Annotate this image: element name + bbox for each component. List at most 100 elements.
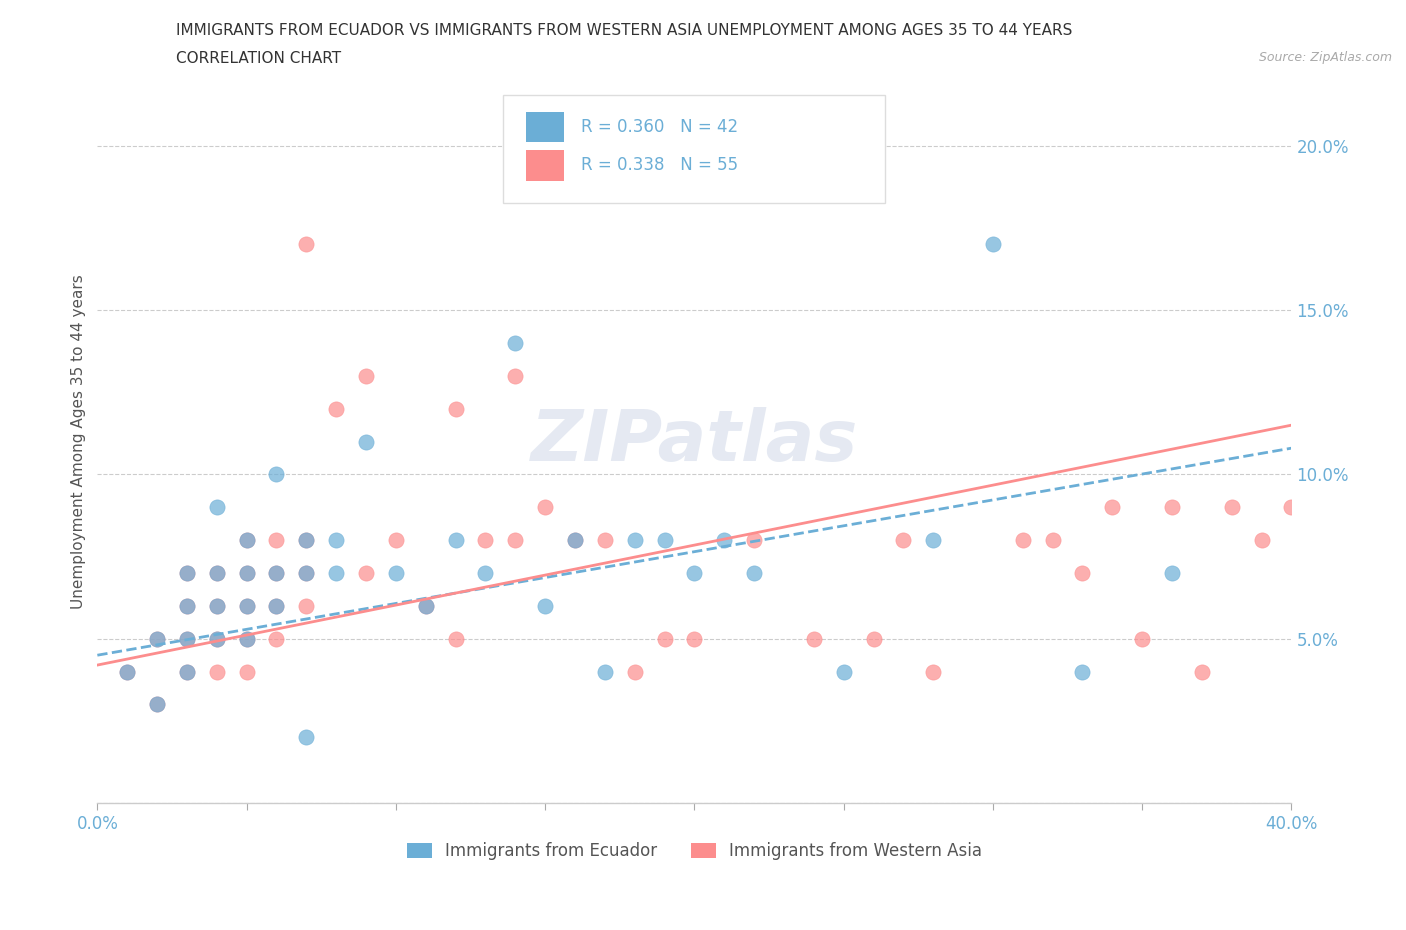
Point <box>295 565 318 580</box>
Point <box>295 533 318 548</box>
Point <box>266 565 288 580</box>
Point <box>235 533 257 548</box>
Point <box>295 565 318 580</box>
FancyBboxPatch shape <box>526 151 564 180</box>
Point <box>115 664 138 679</box>
Point <box>176 599 198 614</box>
Y-axis label: Unemployment Among Ages 35 to 44 years: Unemployment Among Ages 35 to 44 years <box>72 274 86 609</box>
Point <box>146 631 169 646</box>
Point <box>742 565 765 580</box>
Point <box>1071 565 1094 580</box>
Point <box>146 631 169 646</box>
Point <box>534 500 557 515</box>
Point <box>1220 500 1243 515</box>
Point <box>115 664 138 679</box>
Point <box>474 565 496 580</box>
Point <box>893 533 915 548</box>
Text: R = 0.360   N = 42: R = 0.360 N = 42 <box>581 118 738 136</box>
Point <box>176 664 198 679</box>
Point <box>235 565 257 580</box>
Point <box>385 565 408 580</box>
Text: IMMIGRANTS FROM ECUADOR VS IMMIGRANTS FROM WESTERN ASIA UNEMPLOYMENT AMONG AGES : IMMIGRANTS FROM ECUADOR VS IMMIGRANTS FR… <box>176 23 1073 38</box>
Point <box>1281 500 1303 515</box>
Point <box>205 599 228 614</box>
Point <box>266 631 288 646</box>
Point <box>415 599 437 614</box>
Point <box>623 533 645 548</box>
Point <box>205 500 228 515</box>
Point <box>235 599 257 614</box>
Point <box>295 730 318 745</box>
Point <box>474 533 496 548</box>
Point <box>205 664 228 679</box>
Point <box>1161 565 1184 580</box>
Point <box>325 401 347 416</box>
Point <box>295 237 318 252</box>
Point <box>266 533 288 548</box>
Point <box>354 368 377 383</box>
Point <box>295 599 318 614</box>
Point <box>1042 533 1064 548</box>
Point <box>266 599 288 614</box>
Point <box>654 631 676 646</box>
Point <box>444 401 467 416</box>
Point <box>1130 631 1153 646</box>
Point <box>295 533 318 548</box>
Point <box>1011 533 1033 548</box>
Point <box>683 631 706 646</box>
Point <box>1250 533 1272 548</box>
Point <box>325 565 347 580</box>
Point <box>266 467 288 482</box>
Point <box>205 565 228 580</box>
Point <box>534 599 557 614</box>
Point <box>235 631 257 646</box>
Point <box>623 664 645 679</box>
Point <box>205 565 228 580</box>
Point <box>176 631 198 646</box>
Text: CORRELATION CHART: CORRELATION CHART <box>176 51 340 66</box>
FancyBboxPatch shape <box>526 112 564 142</box>
Point <box>354 434 377 449</box>
Point <box>832 664 855 679</box>
Point <box>176 664 198 679</box>
Point <box>266 565 288 580</box>
Point <box>503 533 526 548</box>
Point <box>176 565 198 580</box>
Point <box>235 664 257 679</box>
Point <box>176 599 198 614</box>
Point <box>503 336 526 351</box>
Point <box>205 631 228 646</box>
Point <box>683 565 706 580</box>
Text: Source: ZipAtlas.com: Source: ZipAtlas.com <box>1258 51 1392 64</box>
Point <box>235 565 257 580</box>
Point <box>266 599 288 614</box>
Point <box>981 237 1004 252</box>
Point <box>1191 664 1213 679</box>
Point <box>146 698 169 712</box>
Point <box>205 599 228 614</box>
Point <box>1071 664 1094 679</box>
Legend: Immigrants from Ecuador, Immigrants from Western Asia: Immigrants from Ecuador, Immigrants from… <box>406 842 981 860</box>
Point <box>235 533 257 548</box>
Point <box>593 664 616 679</box>
Point <box>444 631 467 646</box>
Point <box>1161 500 1184 515</box>
Point <box>803 631 825 646</box>
Point <box>444 533 467 548</box>
Point <box>922 533 945 548</box>
Point <box>354 565 377 580</box>
Point <box>205 631 228 646</box>
Point <box>713 533 735 548</box>
Point <box>325 533 347 548</box>
Point <box>415 599 437 614</box>
Point <box>564 533 586 548</box>
Point <box>564 533 586 548</box>
Point <box>922 664 945 679</box>
Point <box>742 533 765 548</box>
Point <box>385 533 408 548</box>
Point <box>235 631 257 646</box>
Point <box>176 565 198 580</box>
Point <box>1101 500 1123 515</box>
FancyBboxPatch shape <box>503 95 886 203</box>
Point <box>654 533 676 548</box>
